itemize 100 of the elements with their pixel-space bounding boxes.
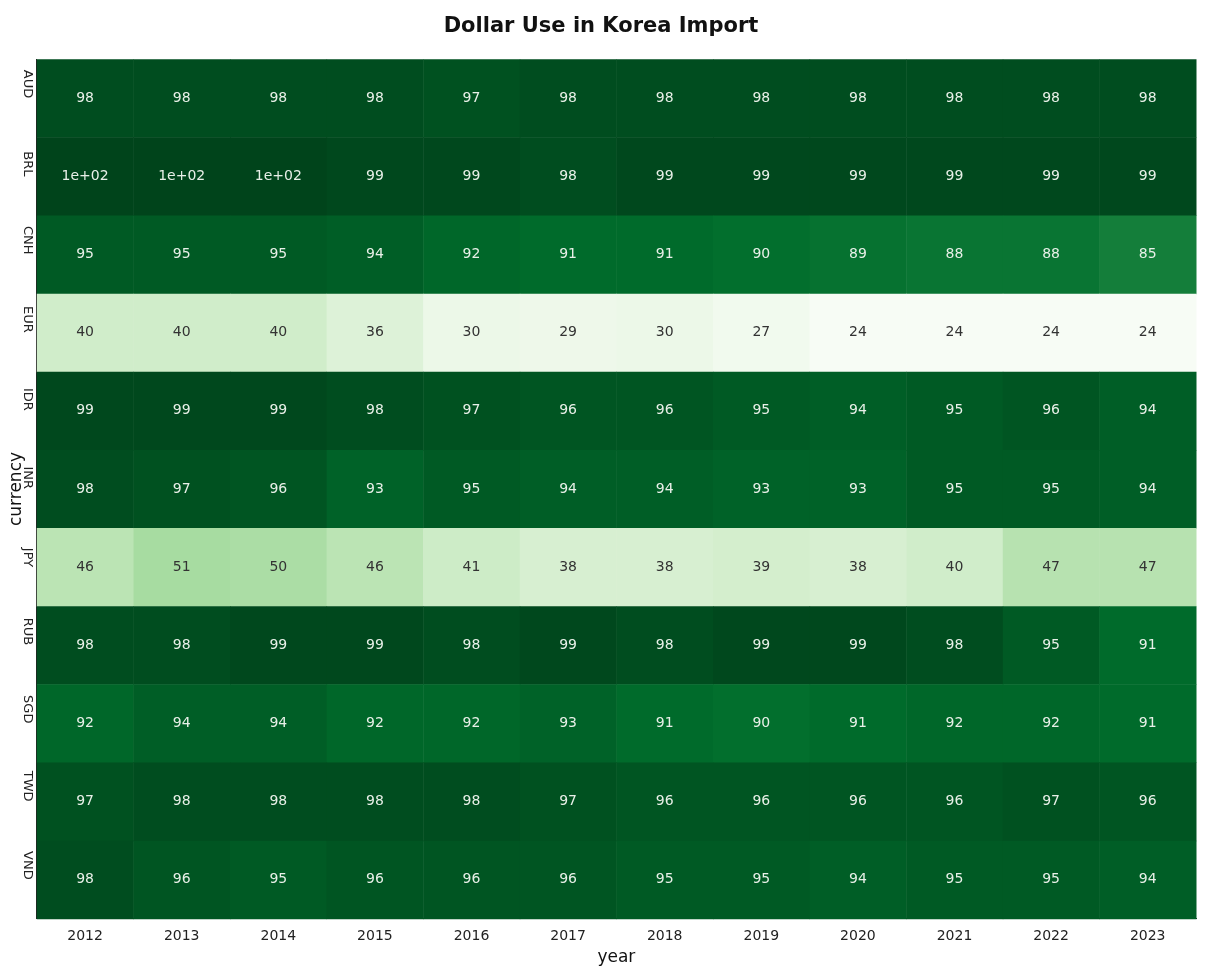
data-label: 95 [76,245,95,262]
x-tick-label: 2023 [1129,926,1166,943]
data-label: 96 [172,870,191,887]
data-label: 98 [1138,88,1157,105]
data-label: 39 [752,557,771,574]
data-label: 46 [76,557,95,574]
data-label: 98 [76,88,95,105]
data-label: 94 [269,714,288,731]
data-label: 27 [752,323,771,340]
x-tick-label: 2020 [840,926,876,943]
x-tick-label: 2022 [1033,926,1069,943]
data-label: 98 [848,88,867,105]
chart-title: Dollar Use in Korea Import [443,13,759,38]
data-label: 98 [269,792,288,809]
data-label: 30 [655,323,674,340]
data-label: 98 [655,88,674,105]
data-label: 94 [848,870,867,887]
data-label: 92 [1042,714,1061,731]
data-label: 96 [365,870,384,887]
data-label: 94 [1138,870,1157,887]
data-label: 98 [1042,88,1061,105]
data-label: 91 [655,245,674,262]
data-label: 24 [945,323,964,340]
data-label: 99 [945,167,964,184]
data-label: 85 [1138,245,1157,262]
data-label: 98 [269,88,288,105]
data-label: 99 [848,167,867,184]
data-label: 96 [655,401,674,418]
data-label: 98 [172,792,191,809]
data-label: 50 [269,557,288,574]
data-label: 92 [945,714,964,731]
data-label: 96 [462,870,481,887]
data-label: 99 [172,401,191,418]
data-label: 97 [559,792,578,809]
data-label: 95 [945,401,964,418]
data-label: 99 [752,635,771,652]
data-label: 30 [462,323,481,340]
x-tick-label: 2013 [163,926,200,943]
data-label: 38 [848,557,867,574]
data-label: 92 [365,714,384,731]
data-label: 99 [655,167,674,184]
data-label: 40 [269,323,288,340]
data-label: 99 [269,401,288,418]
data-label: 41 [462,557,481,574]
x-tick-label: 2015 [357,926,393,943]
x-tick-label: 2018 [646,926,683,943]
data-label: 94 [365,245,384,262]
data-label: 94 [1138,479,1157,496]
data-label: 98 [172,635,191,652]
y-tick-label: AUD [21,69,37,99]
data-label: 93 [848,479,867,496]
data-label: 94 [172,714,191,731]
data-label: 38 [655,557,674,574]
data-label: 97 [462,401,481,418]
data-label: 98 [462,635,481,652]
data-label: 95 [752,870,771,887]
y-tick-label: BRL [21,151,37,178]
data-label: 98 [76,870,95,887]
y-tick-label: IDR [21,387,37,411]
data-label: 98 [462,792,481,809]
data-label: 93 [752,479,771,496]
data-label: 94 [655,479,674,496]
data-label: 92 [76,714,95,731]
data-label: 98 [76,479,95,496]
x-tick-label: 2012 [67,926,103,943]
y-tick-label: TWD [21,769,37,802]
data-label: 99 [76,401,95,418]
data-label: 91 [655,714,674,731]
data-label: 96 [655,792,674,809]
data-label: 94 [559,479,578,496]
data-label: 92 [462,245,481,262]
data-label: 90 [752,245,771,262]
y-tick-label: CNH [21,225,37,255]
data-label: 96 [559,870,578,887]
y-tick-label: JPY [21,546,37,568]
data-label: 1e+02 [254,167,302,184]
data-label: 47 [1138,557,1157,574]
data-label: 51 [172,557,191,574]
data-label: 98 [365,401,384,418]
data-label: 95 [752,401,771,418]
data-label: 98 [76,635,95,652]
data-label: 97 [462,88,481,105]
x-tick-label: 2019 [743,926,780,943]
data-label: 99 [462,167,481,184]
data-label: 99 [269,635,288,652]
data-label: 98 [559,167,578,184]
data-label: 46 [365,557,384,574]
y-tick-label: EUR [21,305,37,333]
data-label: 96 [945,792,964,809]
data-label: 88 [1042,245,1061,262]
data-label: 24 [1138,323,1157,340]
data-label: 95 [945,870,964,887]
data-label: 29 [559,323,578,340]
data-label: 98 [559,88,578,105]
data-label: 99 [365,167,384,184]
data-label: 91 [1138,714,1157,731]
data-label: 96 [848,792,867,809]
x-tick-label: 2017 [550,926,586,943]
data-label: 98 [365,88,384,105]
data-label: 99 [848,635,867,652]
